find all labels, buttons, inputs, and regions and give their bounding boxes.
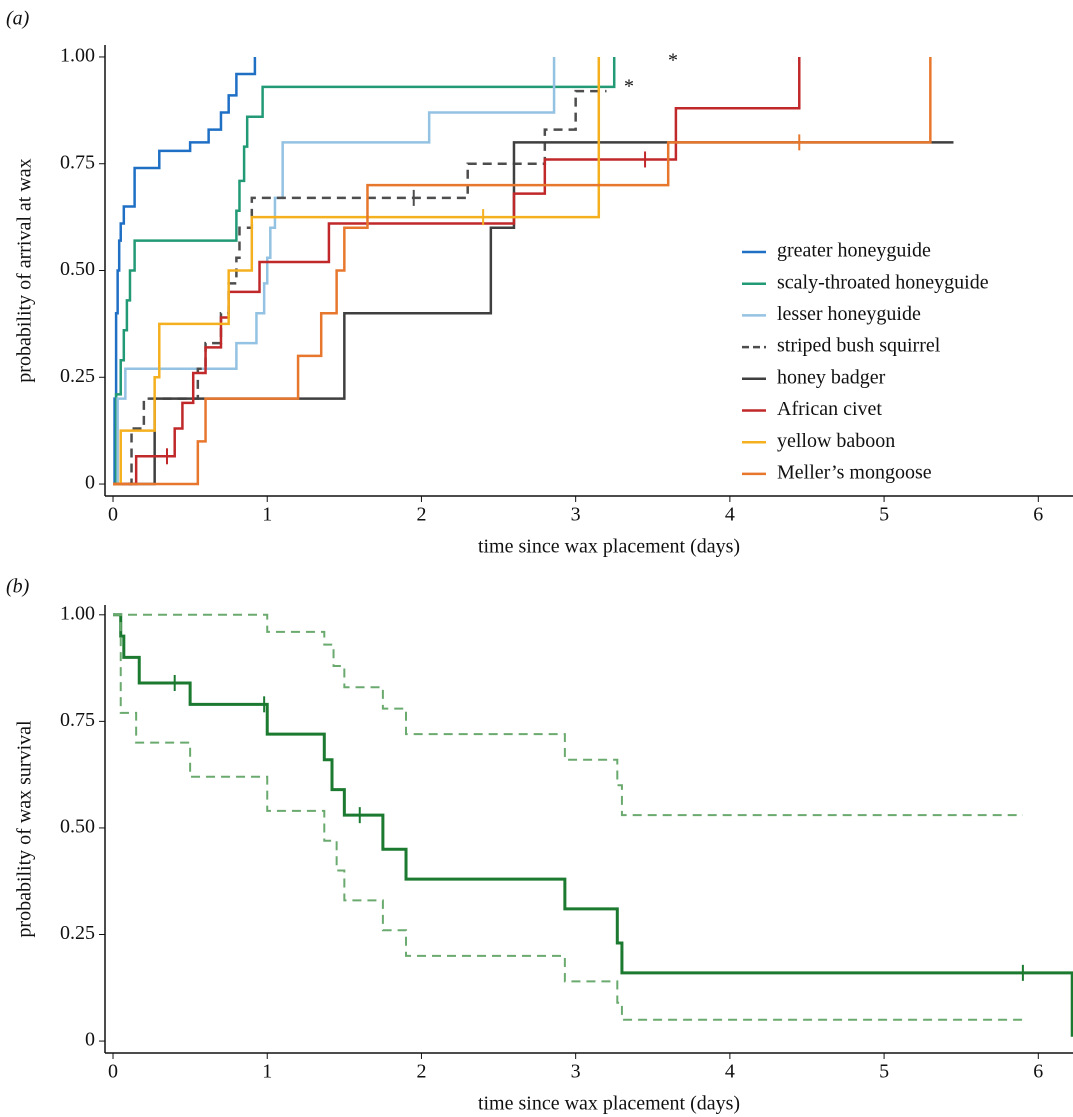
legend-label: Meller’s mongoose bbox=[777, 461, 932, 483]
km-curve bbox=[113, 56, 616, 486]
y-tick-label: 0.75 bbox=[60, 151, 95, 173]
km-curve bbox=[113, 56, 932, 486]
km-curve bbox=[113, 89, 607, 486]
y-axis-label: probability of wax survival bbox=[14, 720, 36, 938]
x-tick-label: 4 bbox=[725, 1061, 735, 1083]
km-curve bbox=[113, 56, 556, 486]
x-tick-label: 5 bbox=[879, 1061, 889, 1083]
y-tick-label: 0.50 bbox=[60, 816, 95, 838]
y-tick-label: 0 bbox=[85, 1029, 95, 1051]
legend-label: scaly-throated honeyguide bbox=[777, 271, 989, 293]
x-tick-label: 2 bbox=[416, 504, 426, 526]
legend-label: lesser honeyguide bbox=[777, 303, 921, 325]
y-tick-label: 0 bbox=[85, 472, 95, 494]
y-tick-label: 0.75 bbox=[60, 709, 95, 731]
x-tick-label: 6 bbox=[1033, 504, 1043, 526]
y-tick-label: 1.00 bbox=[60, 45, 95, 67]
x-tick-label: 0 bbox=[108, 1061, 118, 1083]
x-axis-label: time since wax placement (days) bbox=[478, 1093, 740, 1115]
x-tick-label: 3 bbox=[571, 1061, 581, 1083]
legend-label: African civet bbox=[777, 398, 882, 420]
x-tick-label: 1 bbox=[262, 504, 272, 526]
km-curve bbox=[113, 613, 1023, 817]
km-curve bbox=[113, 56, 601, 486]
panel-label: (b) bbox=[6, 576, 30, 598]
x-tick-label: 0 bbox=[108, 504, 118, 526]
y-tick-label: 0.50 bbox=[60, 258, 95, 280]
x-axis-label: time since wax placement (days) bbox=[478, 536, 740, 558]
x-tick-label: 3 bbox=[571, 504, 581, 526]
legend-label: yellow baboon bbox=[777, 430, 895, 452]
legend-label: striped bush squirrel bbox=[777, 335, 941, 357]
y-tick-label: 1.00 bbox=[60, 602, 95, 624]
panel-label: (a) bbox=[6, 8, 30, 30]
km-curve bbox=[113, 613, 1023, 1021]
y-tick-label: 0.25 bbox=[60, 365, 95, 387]
annotation: * bbox=[624, 76, 634, 98]
x-tick-label: 4 bbox=[725, 504, 735, 526]
km-curve bbox=[113, 56, 801, 486]
y-tick-label: 0.25 bbox=[60, 922, 95, 944]
x-tick-label: 2 bbox=[416, 1061, 426, 1083]
annotation: * bbox=[668, 50, 678, 72]
legend-label: honey badger bbox=[777, 366, 886, 388]
x-tick-label: 5 bbox=[879, 504, 889, 526]
y-axis-label: probability of arrival at wax bbox=[14, 158, 36, 382]
km-curve bbox=[113, 613, 1073, 1037]
legend-label: greater honeyguide bbox=[777, 240, 931, 262]
km-curve bbox=[113, 56, 257, 486]
x-tick-label: 1 bbox=[262, 1061, 272, 1083]
x-tick-label: 6 bbox=[1033, 1061, 1043, 1083]
